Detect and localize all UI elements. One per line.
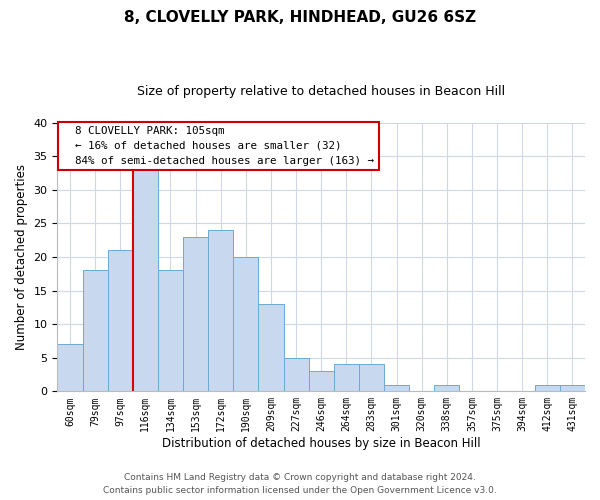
Bar	[259, 304, 284, 392]
Bar	[83, 270, 107, 392]
X-axis label: Distribution of detached houses by size in Beacon Hill: Distribution of detached houses by size …	[162, 437, 481, 450]
Bar	[334, 364, 359, 392]
Bar	[384, 384, 409, 392]
Bar	[158, 270, 183, 392]
Bar	[359, 364, 384, 392]
Bar	[183, 237, 208, 392]
Bar	[434, 384, 460, 392]
Y-axis label: Number of detached properties: Number of detached properties	[15, 164, 28, 350]
Text: 8 CLOVELLY PARK: 105sqm
  ← 16% of detached houses are smaller (32)
  84% of sem: 8 CLOVELLY PARK: 105sqm ← 16% of detache…	[62, 126, 374, 166]
Title: Size of property relative to detached houses in Beacon Hill: Size of property relative to detached ho…	[137, 85, 505, 98]
Text: 8, CLOVELLY PARK, HINDHEAD, GU26 6SZ: 8, CLOVELLY PARK, HINDHEAD, GU26 6SZ	[124, 10, 476, 25]
Bar	[58, 344, 83, 392]
Bar	[535, 384, 560, 392]
Bar	[560, 384, 585, 392]
Bar	[208, 230, 233, 392]
Bar	[107, 250, 133, 392]
Text: Contains HM Land Registry data © Crown copyright and database right 2024.
Contai: Contains HM Land Registry data © Crown c…	[103, 473, 497, 495]
Bar	[308, 371, 334, 392]
Bar	[233, 257, 259, 392]
Bar	[284, 358, 308, 392]
Bar	[133, 170, 158, 392]
